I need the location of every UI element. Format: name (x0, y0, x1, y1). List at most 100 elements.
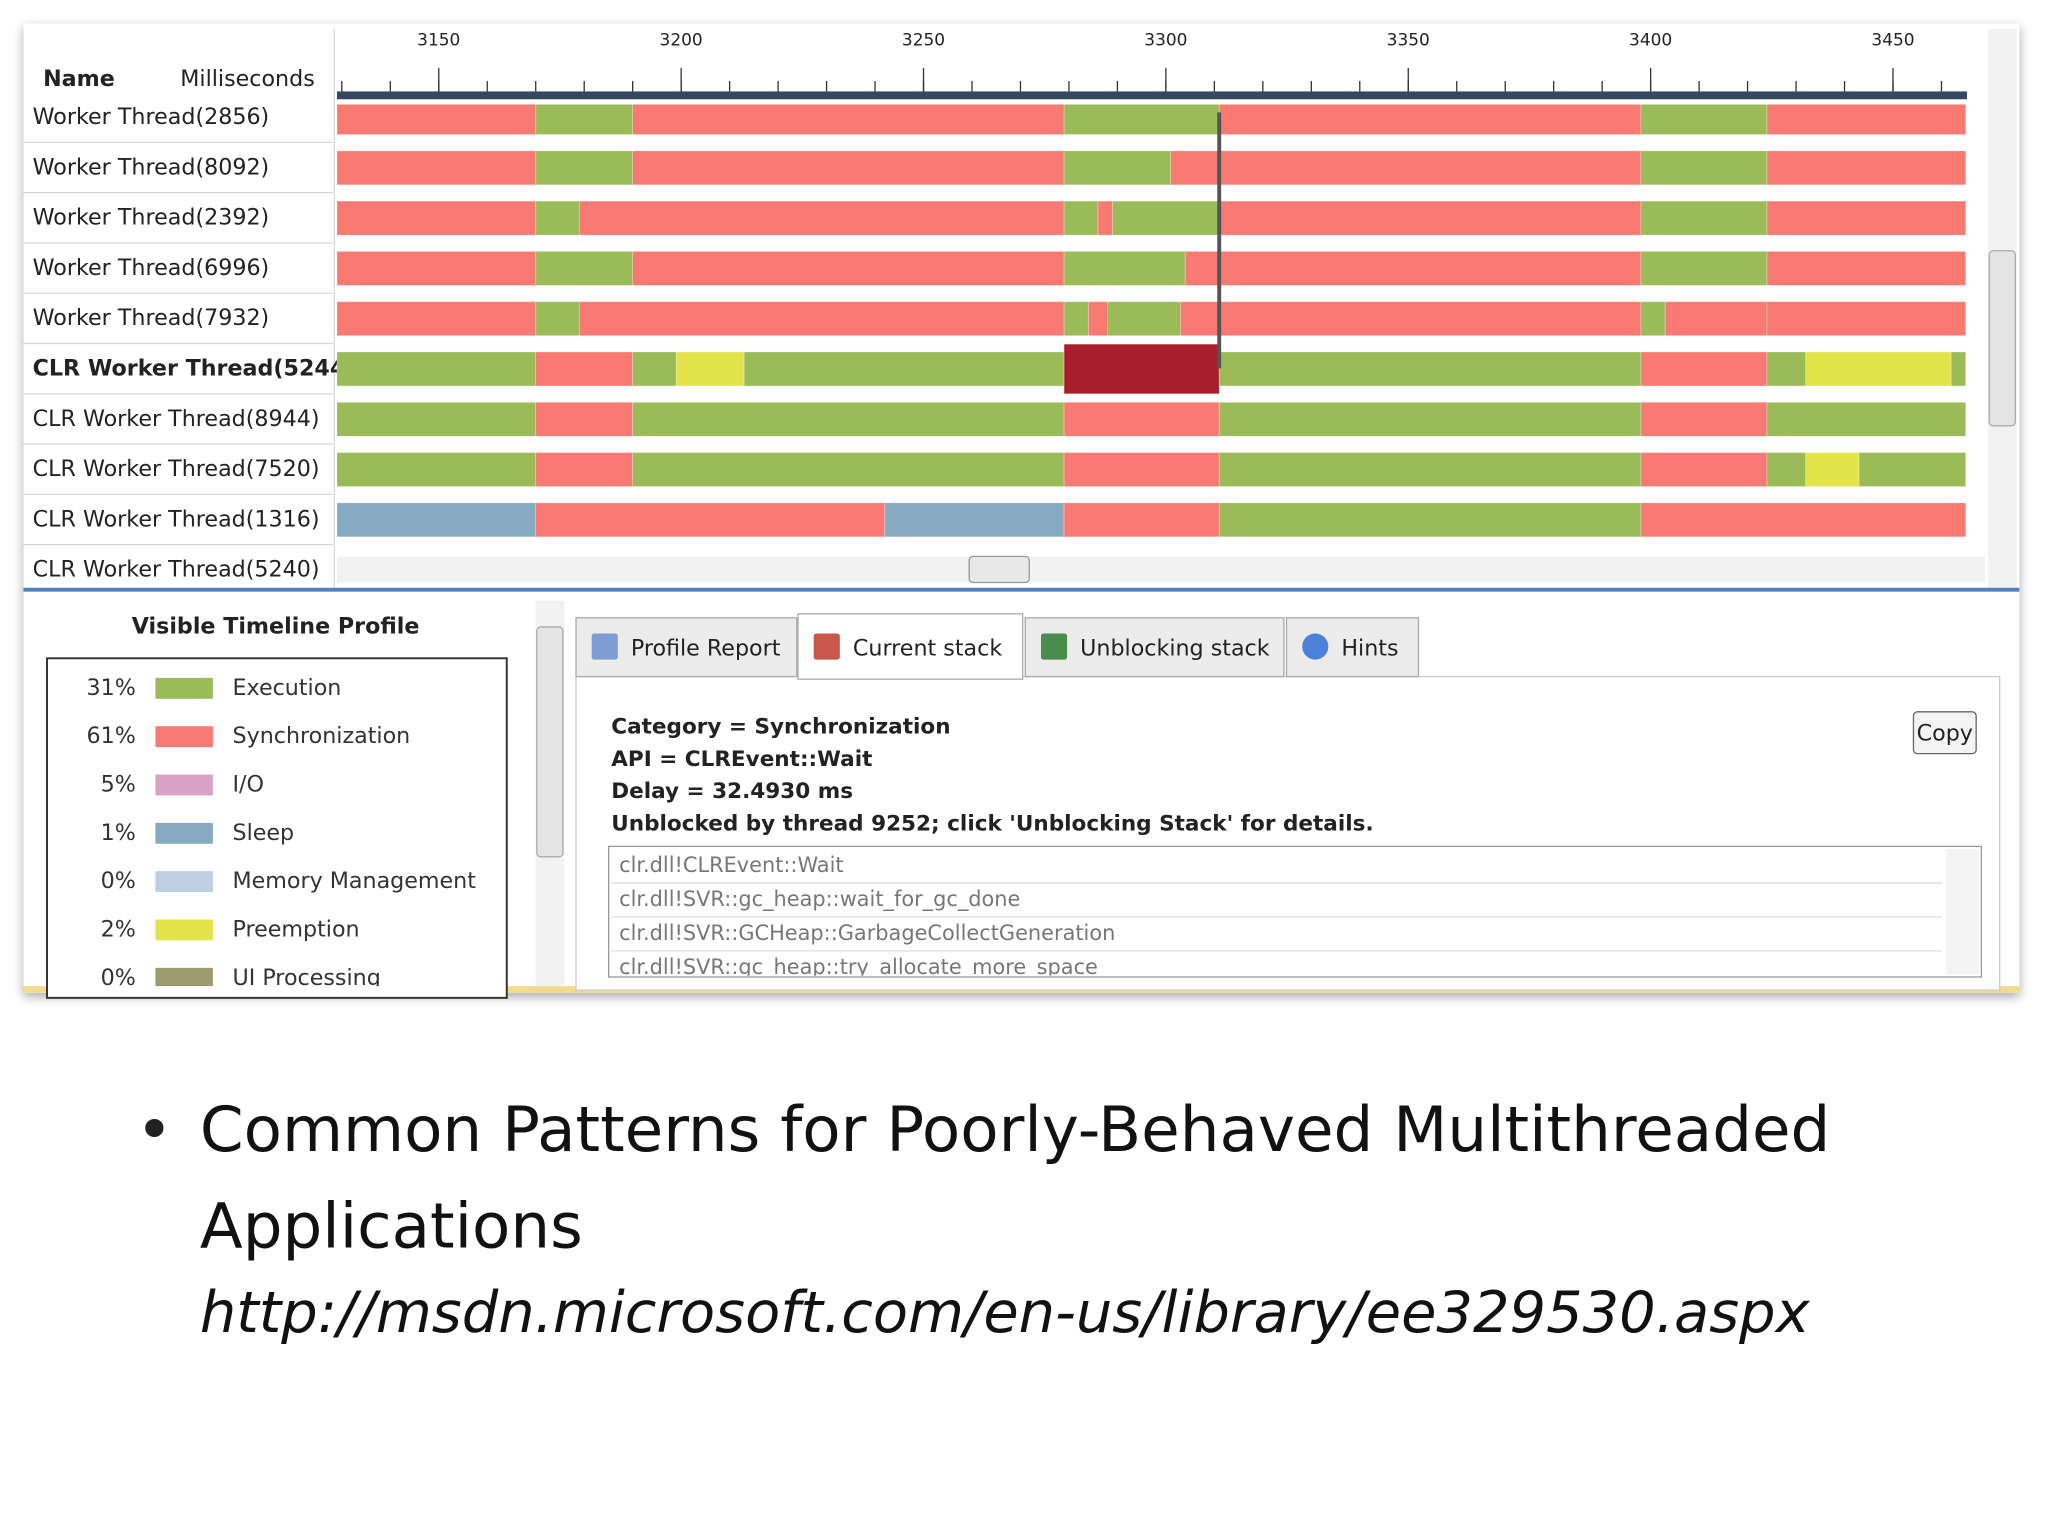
thread-segment[interactable] (1766, 351, 1807, 387)
thread-segment[interactable] (1950, 351, 1967, 387)
legend-scroll-thumb[interactable] (536, 626, 564, 858)
thread-segment[interactable] (1640, 101, 1768, 135)
h-scrollbar[interactable] (336, 556, 1986, 583)
stack-frame[interactable]: clr.dll!CLREvent::Wait (619, 853, 843, 877)
thread-name[interactable]: Worker Thread(7932) (33, 305, 270, 331)
thread-segment[interactable] (336, 351, 537, 387)
thread-segment[interactable] (1766, 101, 1967, 135)
thread-segment[interactable] (632, 101, 1065, 135)
thread-segment[interactable] (1218, 301, 1642, 337)
thread-segment[interactable] (1640, 502, 1967, 538)
thread-segment[interactable] (1063, 452, 1220, 487)
thread-segment[interactable] (1087, 301, 1109, 337)
thread-segment[interactable] (1766, 401, 1967, 437)
thread-segment[interactable] (632, 251, 1065, 286)
stack-scrollbar[interactable] (1946, 848, 1979, 975)
thread-segment[interactable] (1218, 200, 1642, 236)
thread-segment[interactable] (1218, 502, 1642, 538)
thread-segment[interactable] (743, 351, 1065, 387)
thread-segment[interactable] (1640, 452, 1768, 487)
thread-name[interactable]: CLR Worker Thread(8944) (33, 406, 320, 432)
thread-segment[interactable] (1218, 351, 1642, 387)
thread-segment[interactable] (675, 351, 745, 387)
thread-segment[interactable] (1805, 452, 1860, 487)
thread-segment[interactable] (1640, 200, 1768, 236)
thread-segment[interactable] (1170, 150, 1220, 186)
thread-segment[interactable] (535, 401, 634, 437)
thread-name[interactable]: CLR Worker Thread(7520) (33, 456, 320, 482)
thread-segment[interactable] (535, 351, 634, 387)
thread-segment[interactable] (1218, 251, 1642, 286)
thread-segment[interactable] (336, 101, 537, 135)
thread-name[interactable]: CLR Worker Thread(1316) (33, 506, 320, 532)
thread-segment[interactable] (1218, 101, 1642, 135)
thread-segment[interactable] (535, 251, 634, 286)
tab-label[interactable]: Unblocking stack (1080, 636, 1270, 662)
thread-segment[interactable] (336, 452, 537, 487)
thread-segment[interactable] (884, 502, 1065, 538)
h-scroll-thumb[interactable] (968, 555, 1030, 584)
thread-segment[interactable] (1640, 301, 1666, 337)
thread-name[interactable]: CLR Worker Thread(5244) (33, 355, 356, 381)
thread-segment[interactable] (632, 452, 1065, 487)
thread-segment[interactable] (535, 301, 580, 337)
thread-name[interactable]: Worker Thread(2392) (33, 205, 270, 231)
thread-segment[interactable] (535, 200, 580, 236)
thread-name[interactable]: Worker Thread(6996) (33, 255, 270, 281)
stack-frame[interactable]: clr.dll!SVR::GCHeap::GarbageCollectGener… (619, 921, 1115, 945)
thread-segment[interactable] (1766, 301, 1967, 337)
thread-segment[interactable] (632, 150, 1065, 186)
thread-segment[interactable] (578, 301, 1065, 337)
thread-segment[interactable] (1218, 401, 1642, 437)
thread-segment[interactable] (1063, 343, 1220, 395)
thread-segment[interactable] (535, 101, 634, 135)
thread-segment[interactable] (578, 200, 1065, 236)
thread-segment[interactable] (1640, 351, 1768, 387)
thread-segment[interactable] (1766, 200, 1967, 236)
tab[interactable] (1024, 617, 1285, 678)
thread-segment[interactable] (1063, 101, 1220, 135)
thread-segment[interactable] (1218, 452, 1642, 487)
thread-segment[interactable] (336, 251, 537, 286)
thread-segment[interactable] (1107, 301, 1181, 337)
thread-segment[interactable] (1218, 150, 1642, 186)
thread-segment[interactable] (1664, 301, 1768, 337)
thread-segment[interactable] (535, 452, 634, 487)
tab-label[interactable]: Current stack (853, 636, 1002, 662)
tab-label[interactable]: Hints (1341, 636, 1398, 662)
thread-segment[interactable] (535, 502, 886, 538)
thread-segment[interactable] (1640, 401, 1768, 437)
thread-segment[interactable] (632, 401, 1065, 437)
thread-segment[interactable] (1063, 301, 1089, 337)
thread-segment[interactable] (1112, 200, 1220, 236)
thread-segment[interactable] (336, 301, 537, 337)
tab-label[interactable]: Profile Report (631, 636, 781, 662)
thread-segment[interactable] (1063, 251, 1186, 286)
thread-segment[interactable] (632, 351, 677, 387)
thread-segment[interactable] (1097, 200, 1113, 236)
thread-segment[interactable] (336, 502, 537, 538)
thread-segment[interactable] (1766, 150, 1967, 186)
thread-segment[interactable] (1063, 200, 1099, 236)
thread-segment[interactable] (336, 150, 537, 186)
thread-segment[interactable] (1063, 150, 1172, 186)
thread-segment[interactable] (1766, 452, 1807, 487)
thread-segment[interactable] (535, 150, 634, 186)
thread-segment[interactable] (1640, 150, 1768, 186)
thread-segment[interactable] (1063, 502, 1220, 538)
v-scroll-thumb[interactable] (1988, 250, 2016, 427)
thread-name[interactable]: Worker Thread(8092) (33, 154, 270, 180)
thread-name[interactable]: CLR Worker Thread(5240) (33, 557, 320, 583)
copy-label[interactable]: Copy (1917, 721, 1973, 747)
thread-segment[interactable] (1858, 452, 1967, 487)
thread-segment[interactable] (1766, 251, 1967, 286)
stack-frame[interactable]: clr.dll!SVR::gc_heap::wait_for_gc_done (619, 887, 1020, 911)
thread-name[interactable]: Worker Thread(2856) (33, 104, 270, 130)
thread-segment[interactable] (1180, 301, 1220, 337)
thread-segment[interactable] (336, 200, 537, 236)
thread-segment[interactable] (1184, 251, 1220, 286)
thread-segment[interactable] (1640, 251, 1768, 286)
thread-segment[interactable] (336, 401, 537, 437)
stack-frame[interactable]: clr.dll!SVR::gc_heap::try_allocate_more_… (619, 955, 1098, 979)
thread-segment[interactable] (1805, 351, 1952, 387)
